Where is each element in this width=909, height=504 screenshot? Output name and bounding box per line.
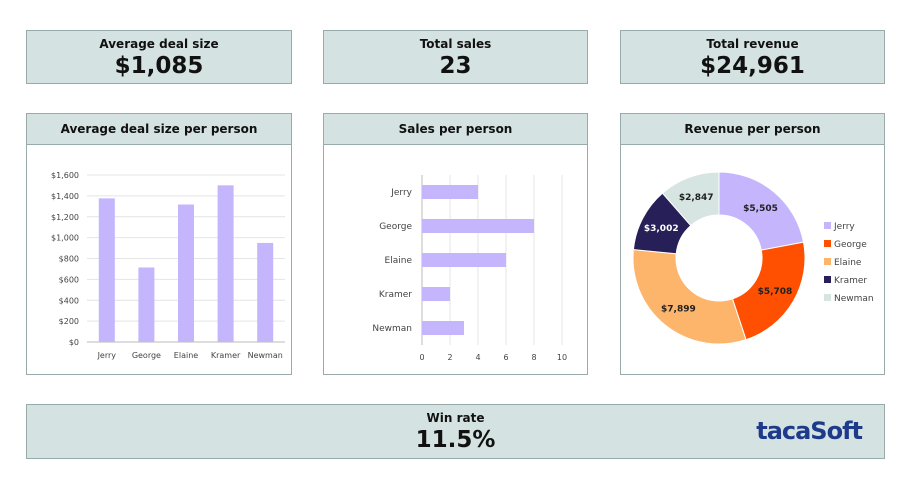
data-label: $5,708 <box>758 287 793 297</box>
slice-newman <box>661 171 720 227</box>
y-tick-label: $400 <box>59 296 79 305</box>
kpi-average-deal-size: Average deal size $1,085 <box>26 30 292 84</box>
avg-deal-bar-chart: $0 $200 $400 $600 $800 $1,000 $1,200 $1,400 $1,6… <box>51 171 285 360</box>
kpi-total-sales: Total sales 23 <box>323 30 588 84</box>
legend-label: George <box>834 240 867 250</box>
legend-swatch <box>824 240 831 247</box>
data-label: $2,847 <box>679 193 714 203</box>
y-tick-label: $1,000 <box>51 234 79 243</box>
chart-title: Average deal size per person <box>27 114 291 145</box>
kpi-win-rate: Win rate 11.5% tacaSoft <box>26 404 885 459</box>
avg-deal-chart-card: Average deal size per person $0 $200 $400 $… <box>26 113 292 375</box>
legend-swatch <box>824 258 831 265</box>
x-tick-label: 2 <box>447 353 452 362</box>
legend-swatch <box>824 294 831 301</box>
y-tick-label: Newman <box>372 324 412 334</box>
y-tick-label: Kramer <box>379 290 412 300</box>
kpi-label: Average deal size <box>99 37 219 51</box>
sales-bar-chart: 0 2 4 6 8 10 Jerry George Elaine Kramer Newman <box>372 175 567 362</box>
y-tick-label: $600 <box>59 275 79 284</box>
data-label: $7,899 <box>661 305 696 315</box>
bar-kramer <box>422 287 450 301</box>
revenue-chart-card: Revenue per person $5,505 Jerry $5,708 Geor… <box>620 113 885 375</box>
legend-label: Kramer <box>834 276 867 286</box>
y-tick-label: George <box>379 222 412 232</box>
chart-title: Revenue per person <box>621 114 884 145</box>
y-tick-label: $1,400 <box>51 192 79 201</box>
kpi-label: Total revenue <box>706 37 799 51</box>
tacasoft-logo: tacaSoft <box>756 417 863 445</box>
x-tick-label: 0 <box>419 353 424 362</box>
bar-george <box>138 267 155 342</box>
x-tick-label: 4 <box>475 353 480 362</box>
x-tick-label: Newman <box>248 351 283 360</box>
kpi-total-revenue: Total revenue $24,961 <box>620 30 885 84</box>
x-tick-label: 10 <box>557 353 567 362</box>
legend-label: Elaine <box>834 258 862 268</box>
bar-jerry <box>98 198 115 342</box>
kpi-value: $24,961 <box>700 53 805 79</box>
y-tick-label: $200 <box>59 317 79 326</box>
kpi-value: 11.5% <box>415 427 496 453</box>
legend-swatch <box>824 276 831 283</box>
x-tick-label: 8 <box>531 353 536 362</box>
y-tick-label: $1,200 <box>51 213 79 222</box>
legend-swatch <box>824 222 831 229</box>
y-tick-label: $0 <box>69 338 79 347</box>
bar-jerry <box>422 185 478 199</box>
bar-kramer <box>217 185 234 342</box>
y-tick-label: $800 <box>59 255 79 264</box>
revenue-donut-chart: $5,505 Jerry $5,708 George $7,899 Elaine $3,00… <box>632 171 874 345</box>
chart-title: Sales per person <box>324 114 587 145</box>
sales-chart-card: Sales per person 0 2 4 6 8 10 Jerry George Elain… <box>323 113 588 375</box>
kpi-value: $1,085 <box>114 53 204 79</box>
slice-jerry <box>718 171 805 251</box>
x-tick-label: 6 <box>503 353 508 362</box>
bar-elaine <box>178 204 194 342</box>
y-tick-label: Elaine <box>385 256 413 266</box>
x-tick-label: Jerry <box>97 351 117 360</box>
y-tick-label: Jerry <box>390 188 412 198</box>
kpi-value: 23 <box>439 53 472 79</box>
bar-newman <box>257 242 274 342</box>
bar-newman <box>422 321 464 335</box>
bar-george <box>422 219 534 233</box>
x-tick-label: Kramer <box>211 351 241 360</box>
y-tick-label: $1,600 <box>51 171 79 180</box>
legend-label: Jerry <box>833 222 855 232</box>
x-tick-label: George <box>132 351 161 360</box>
data-label: $3,002 <box>644 224 679 234</box>
kpi-label: Total sales <box>419 37 492 51</box>
data-label: $5,505 <box>743 204 778 214</box>
x-tick-label: Elaine <box>174 351 198 360</box>
slice-elaine <box>632 248 747 345</box>
legend-label: Newman <box>834 294 874 304</box>
bar-elaine <box>422 253 506 267</box>
kpi-label: Win rate <box>426 411 485 425</box>
